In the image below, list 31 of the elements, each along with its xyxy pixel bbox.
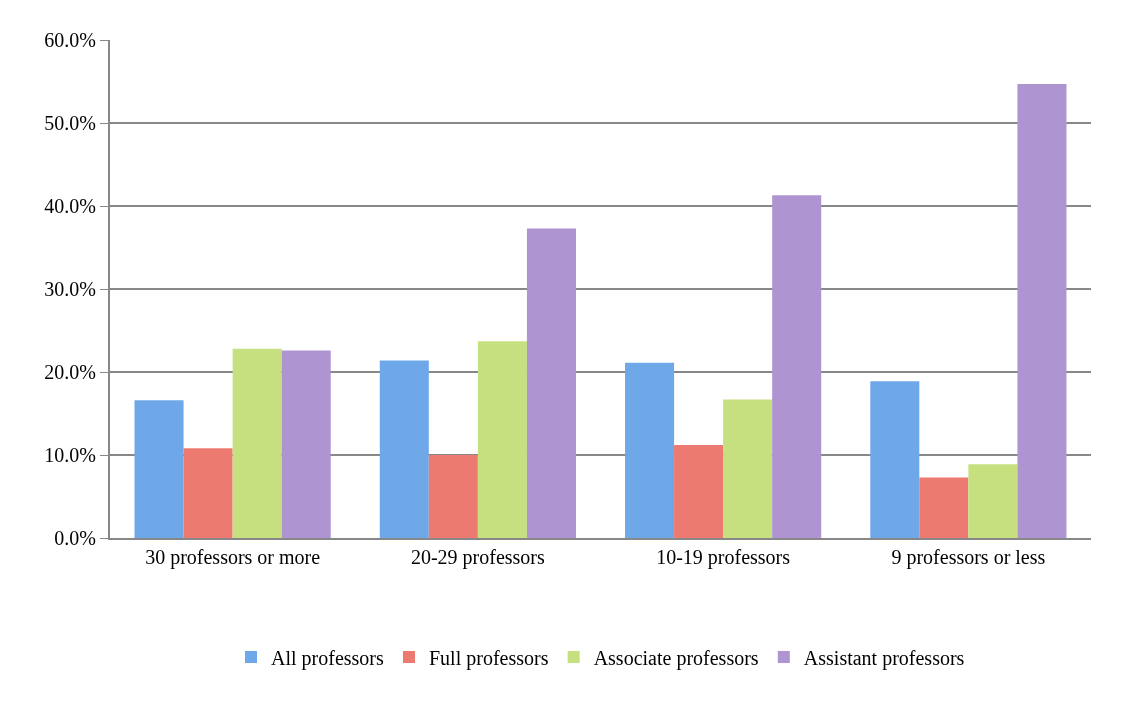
legend-label: All professors	[271, 646, 384, 670]
bar	[1017, 83, 1067, 538]
x-tick-label: 30 professors or more	[145, 546, 321, 569]
y-tick-label: 60.0%	[44, 29, 96, 51]
x-tick-label: 10-19 professors	[656, 546, 791, 569]
bar	[625, 362, 675, 538]
bar	[183, 448, 233, 538]
x-tick-label: 20-29 professors	[410, 546, 546, 569]
bar	[428, 455, 478, 538]
legend-label: Associate professors	[593, 646, 759, 670]
y-tick-label: 30.0%	[44, 278, 96, 300]
x-tick-label: 9 professors or less	[891, 546, 1046, 569]
y-tick-label: 10.0%	[44, 444, 96, 466]
bar	[232, 348, 282, 538]
bar	[772, 195, 822, 538]
y-tick-label: 0.0%	[54, 527, 96, 549]
bar	[674, 445, 724, 538]
y-tick-label: 20.0%	[44, 361, 96, 383]
legend-label: Full professors	[428, 646, 549, 670]
bar	[723, 399, 773, 538]
y-tick-label: 40.0%	[44, 195, 96, 217]
y-tick-label: 50.0%	[44, 112, 96, 134]
bar	[134, 400, 184, 538]
bar	[919, 477, 969, 538]
bar	[281, 350, 331, 538]
legend-label: Assistant professors	[803, 646, 965, 670]
bar	[968, 464, 1018, 538]
bar	[379, 360, 429, 538]
bar	[477, 341, 527, 538]
bar	[870, 381, 920, 538]
bar	[526, 228, 576, 538]
